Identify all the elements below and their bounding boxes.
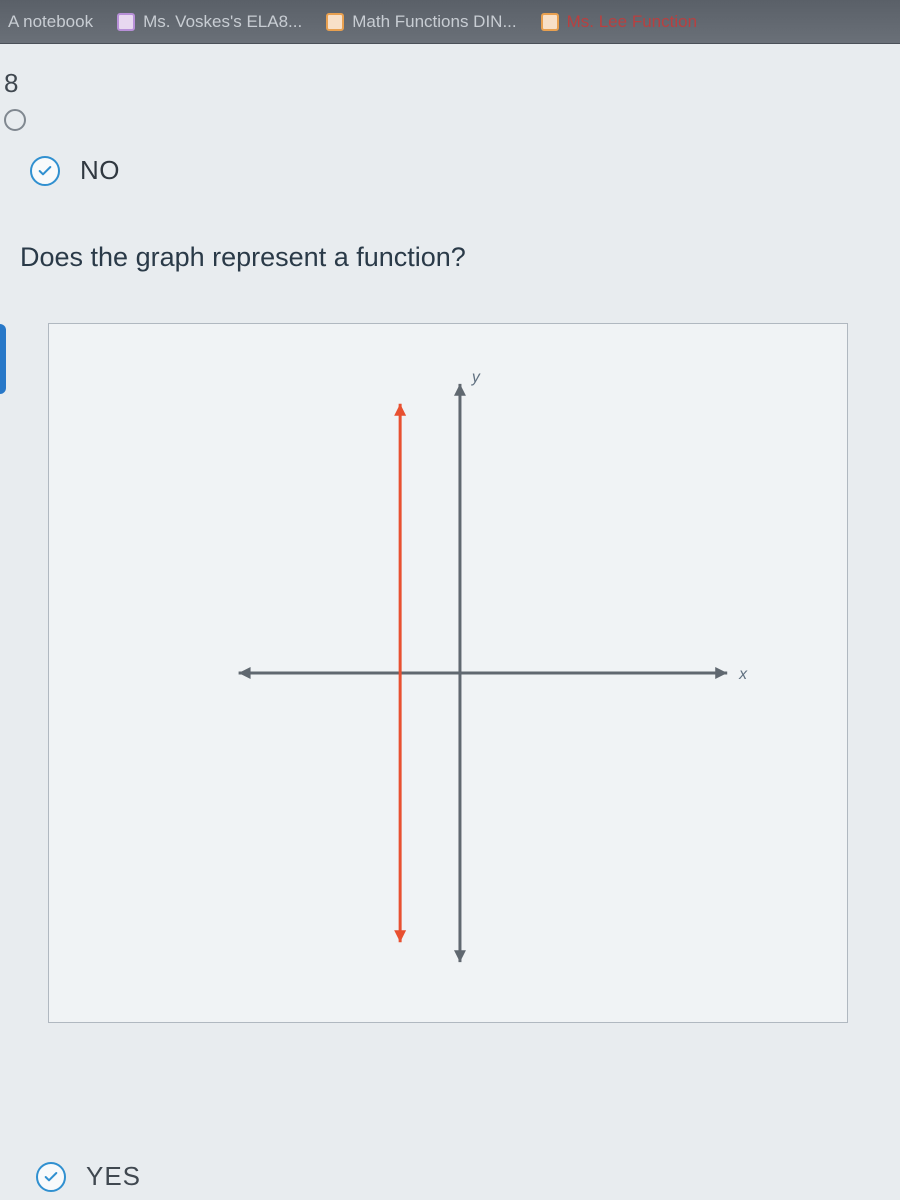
y-axis-arrow-down	[454, 950, 466, 962]
checkmark-icon	[36, 1162, 66, 1192]
tab-label: A notebook	[8, 12, 93, 32]
answer-no-row[interactable]: NO	[30, 155, 888, 186]
doc-icon	[117, 13, 135, 31]
graph-figure: x y	[48, 323, 848, 1023]
quiz-content: 8 NO Does the graph represent a function…	[0, 44, 900, 1200]
x-axis-arrow-left	[239, 667, 251, 679]
vertical-line-arrow-down	[394, 930, 406, 942]
graph-svg: x y	[49, 324, 847, 1022]
tab-voskes[interactable]: Ms. Voskes's ELA8...	[117, 12, 302, 32]
doc-icon	[541, 13, 559, 31]
vertical-line-arrow-up	[394, 404, 406, 416]
x-axis-label: x	[738, 666, 748, 683]
answer-yes-row[interactable]: YES	[36, 1161, 141, 1192]
question-text: Does the graph represent a function?	[20, 242, 888, 273]
y-axis-label: y	[471, 369, 481, 386]
question-indicator	[0, 324, 6, 394]
checkmark-icon	[30, 156, 60, 186]
tab-lee-function[interactable]: Ms. Lee Function	[541, 12, 697, 32]
tab-label: Math Functions DIN...	[352, 12, 516, 32]
radio-option-empty[interactable]	[4, 109, 26, 131]
tab-notebook[interactable]: A notebook	[8, 12, 93, 32]
question-number: 8	[4, 68, 888, 99]
x-axis-arrow-right	[715, 667, 727, 679]
browser-tabs-bar: A notebook Ms. Voskes's ELA8... Math Fun…	[0, 0, 900, 44]
tab-label: Ms. Voskes's ELA8...	[143, 12, 302, 32]
answer-yes-label: YES	[86, 1161, 141, 1192]
tab-label: Ms. Lee Function	[567, 12, 697, 32]
y-axis-arrow-up	[454, 384, 466, 396]
answer-no-label: NO	[80, 155, 120, 186]
tab-math-functions[interactable]: Math Functions DIN...	[326, 12, 516, 32]
doc-icon	[326, 13, 344, 31]
